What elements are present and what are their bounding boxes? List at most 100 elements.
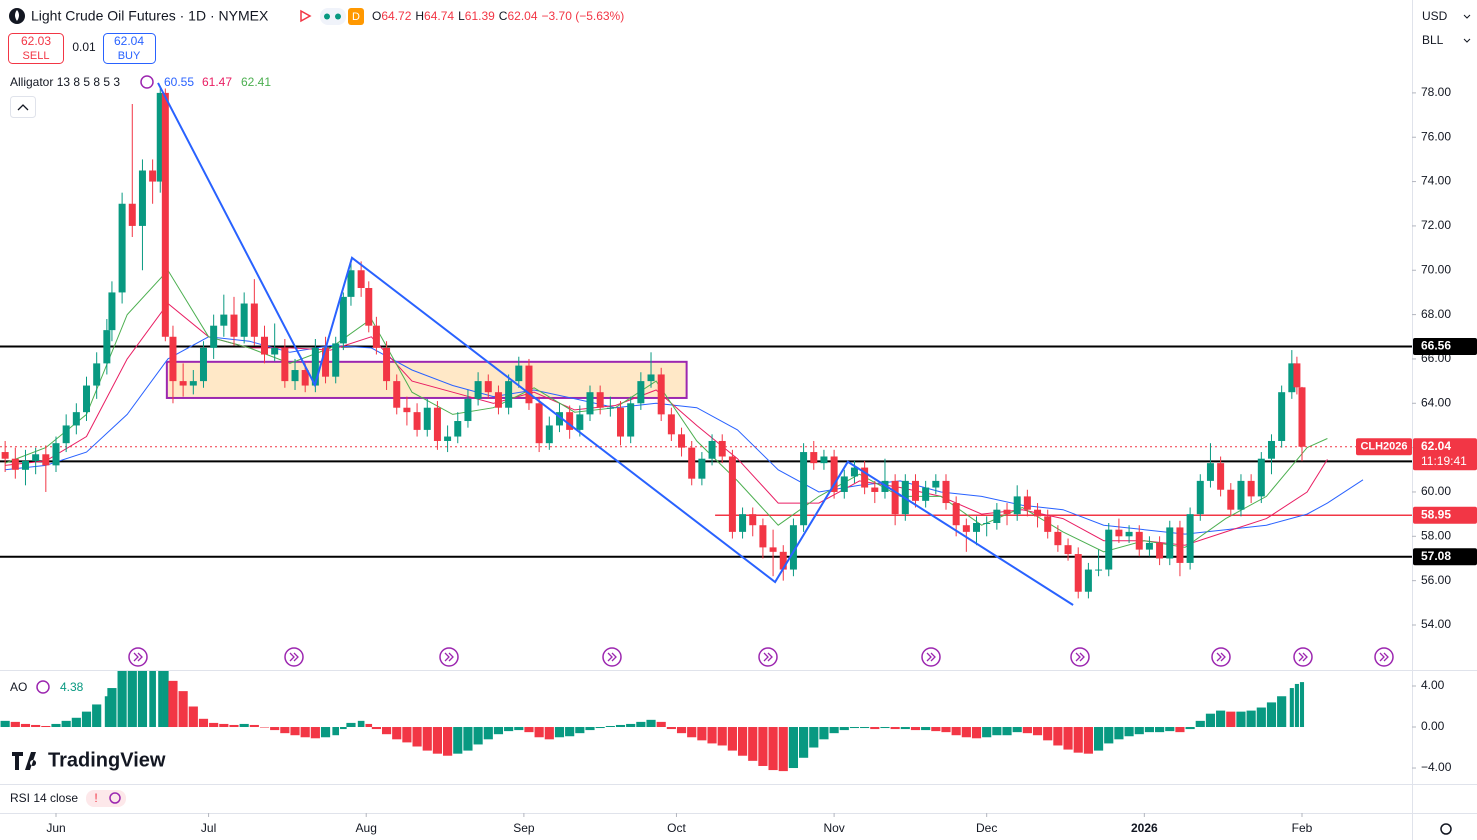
ao-bar [249,724,259,728]
candle-body [1003,509,1011,515]
candle-body [525,365,533,404]
ao-bar [219,723,229,728]
y-tick-label: 0.00 [1421,719,1445,733]
indicator-icon[interactable] [109,792,121,804]
candle-body [494,392,502,408]
collapse-button[interactable] [10,96,36,118]
y-tick-label: 76.00 [1421,129,1451,143]
legend-value: 62.41 [241,75,271,89]
candle-body [189,381,197,386]
ao-bar [61,720,71,728]
y-tick-label: 64.00 [1421,395,1451,409]
candle-body [637,381,645,404]
ao-bar [346,722,356,728]
candle-body [1196,480,1204,515]
ao-bar [809,727,819,748]
logo-text: TradingView [48,749,166,771]
candle-body [962,525,970,532]
ao-bar [1294,683,1299,728]
unit[interactable]: BLL [1422,33,1444,47]
ao-value: 4.38 [60,680,84,694]
x-tick-label: 2026 [1131,821,1158,835]
ao-bar [1083,727,1093,754]
candle-body [169,336,177,382]
candle-body [393,381,401,408]
candle-body [617,407,625,437]
ao-bar [575,727,585,734]
ao-bar [737,727,748,756]
candle-body [347,270,355,297]
alligator-line [4,269,1328,553]
ao-bar [514,727,524,731]
ohlc-label: H [415,9,424,23]
ao-bar [1175,727,1185,733]
ao-bar [900,727,910,730]
event-arrow [1379,652,1389,662]
candle-body [179,381,187,386]
y-tick-label: 56.00 [1421,573,1451,587]
ao-bar [860,727,870,729]
price-label-bg [1413,338,1477,356]
ao-bar [340,727,347,730]
ao-title[interactable]: AO [10,680,27,694]
ao-bar [1022,727,1032,734]
ao-bar [1256,707,1266,728]
candle-body [357,270,365,288]
candle-body [850,467,858,477]
candle-body [11,458,19,470]
symbol-title[interactable]: Light Crude Oil Futures · 1D · NYMEX [31,8,269,24]
ao-bar [1216,710,1226,728]
candle-body [1176,527,1184,563]
candle-body [1115,529,1123,537]
candle-body [627,403,635,437]
candle-body [708,440,716,459]
ohlc-label: O [372,9,381,23]
candle-body [199,347,207,382]
y-tick-label: 74.00 [1421,174,1451,188]
candle-body [332,343,340,377]
ao-pane [0,671,1305,772]
candle-body [993,509,1001,524]
ao-bar [357,720,365,728]
candle-body [484,381,492,393]
ao-bar [178,691,188,728]
candle-body [93,363,101,386]
indicator-title[interactable]: Alligator 13 8 5 8 5 3 [10,75,120,89]
candle-body [1013,496,1021,515]
indicator-icon[interactable] [36,680,50,694]
ao-bar [1185,727,1195,730]
indicator-icon[interactable] [140,75,154,89]
ao-bar [1299,682,1305,728]
settings-icon[interactable] [1440,823,1452,835]
ao-bar [524,727,534,733]
candle-body [281,347,289,382]
ao-bar [104,696,109,728]
ao-bar [565,727,575,737]
event-arrow [1216,652,1226,662]
ao-bar [707,727,717,744]
legend-value: 61.47 [202,75,232,89]
rsi-title[interactable]: RSI 14 close [10,791,78,805]
ao-bar [839,727,849,731]
candle-body [311,347,319,386]
ao-bar [453,727,463,754]
candle-body [156,92,164,182]
buy-button[interactable] [103,33,156,64]
ao-bar [880,727,890,729]
candle-body [1145,542,1153,550]
candle-body [576,414,584,430]
ao-bar [473,727,483,745]
sell-button[interactable] [8,33,64,64]
candle-body [444,436,452,441]
currency[interactable]: USD [1422,9,1448,23]
ao-bar [890,727,900,730]
high-value: 64.74 [424,9,454,23]
status-dot [324,13,330,20]
candle-body [688,447,696,479]
ao-bar [1012,727,1022,733]
y-tick-label: 78.00 [1421,85,1451,99]
candle-body [52,443,60,466]
flag-icon[interactable] [300,9,312,23]
ao-bar [31,724,41,728]
